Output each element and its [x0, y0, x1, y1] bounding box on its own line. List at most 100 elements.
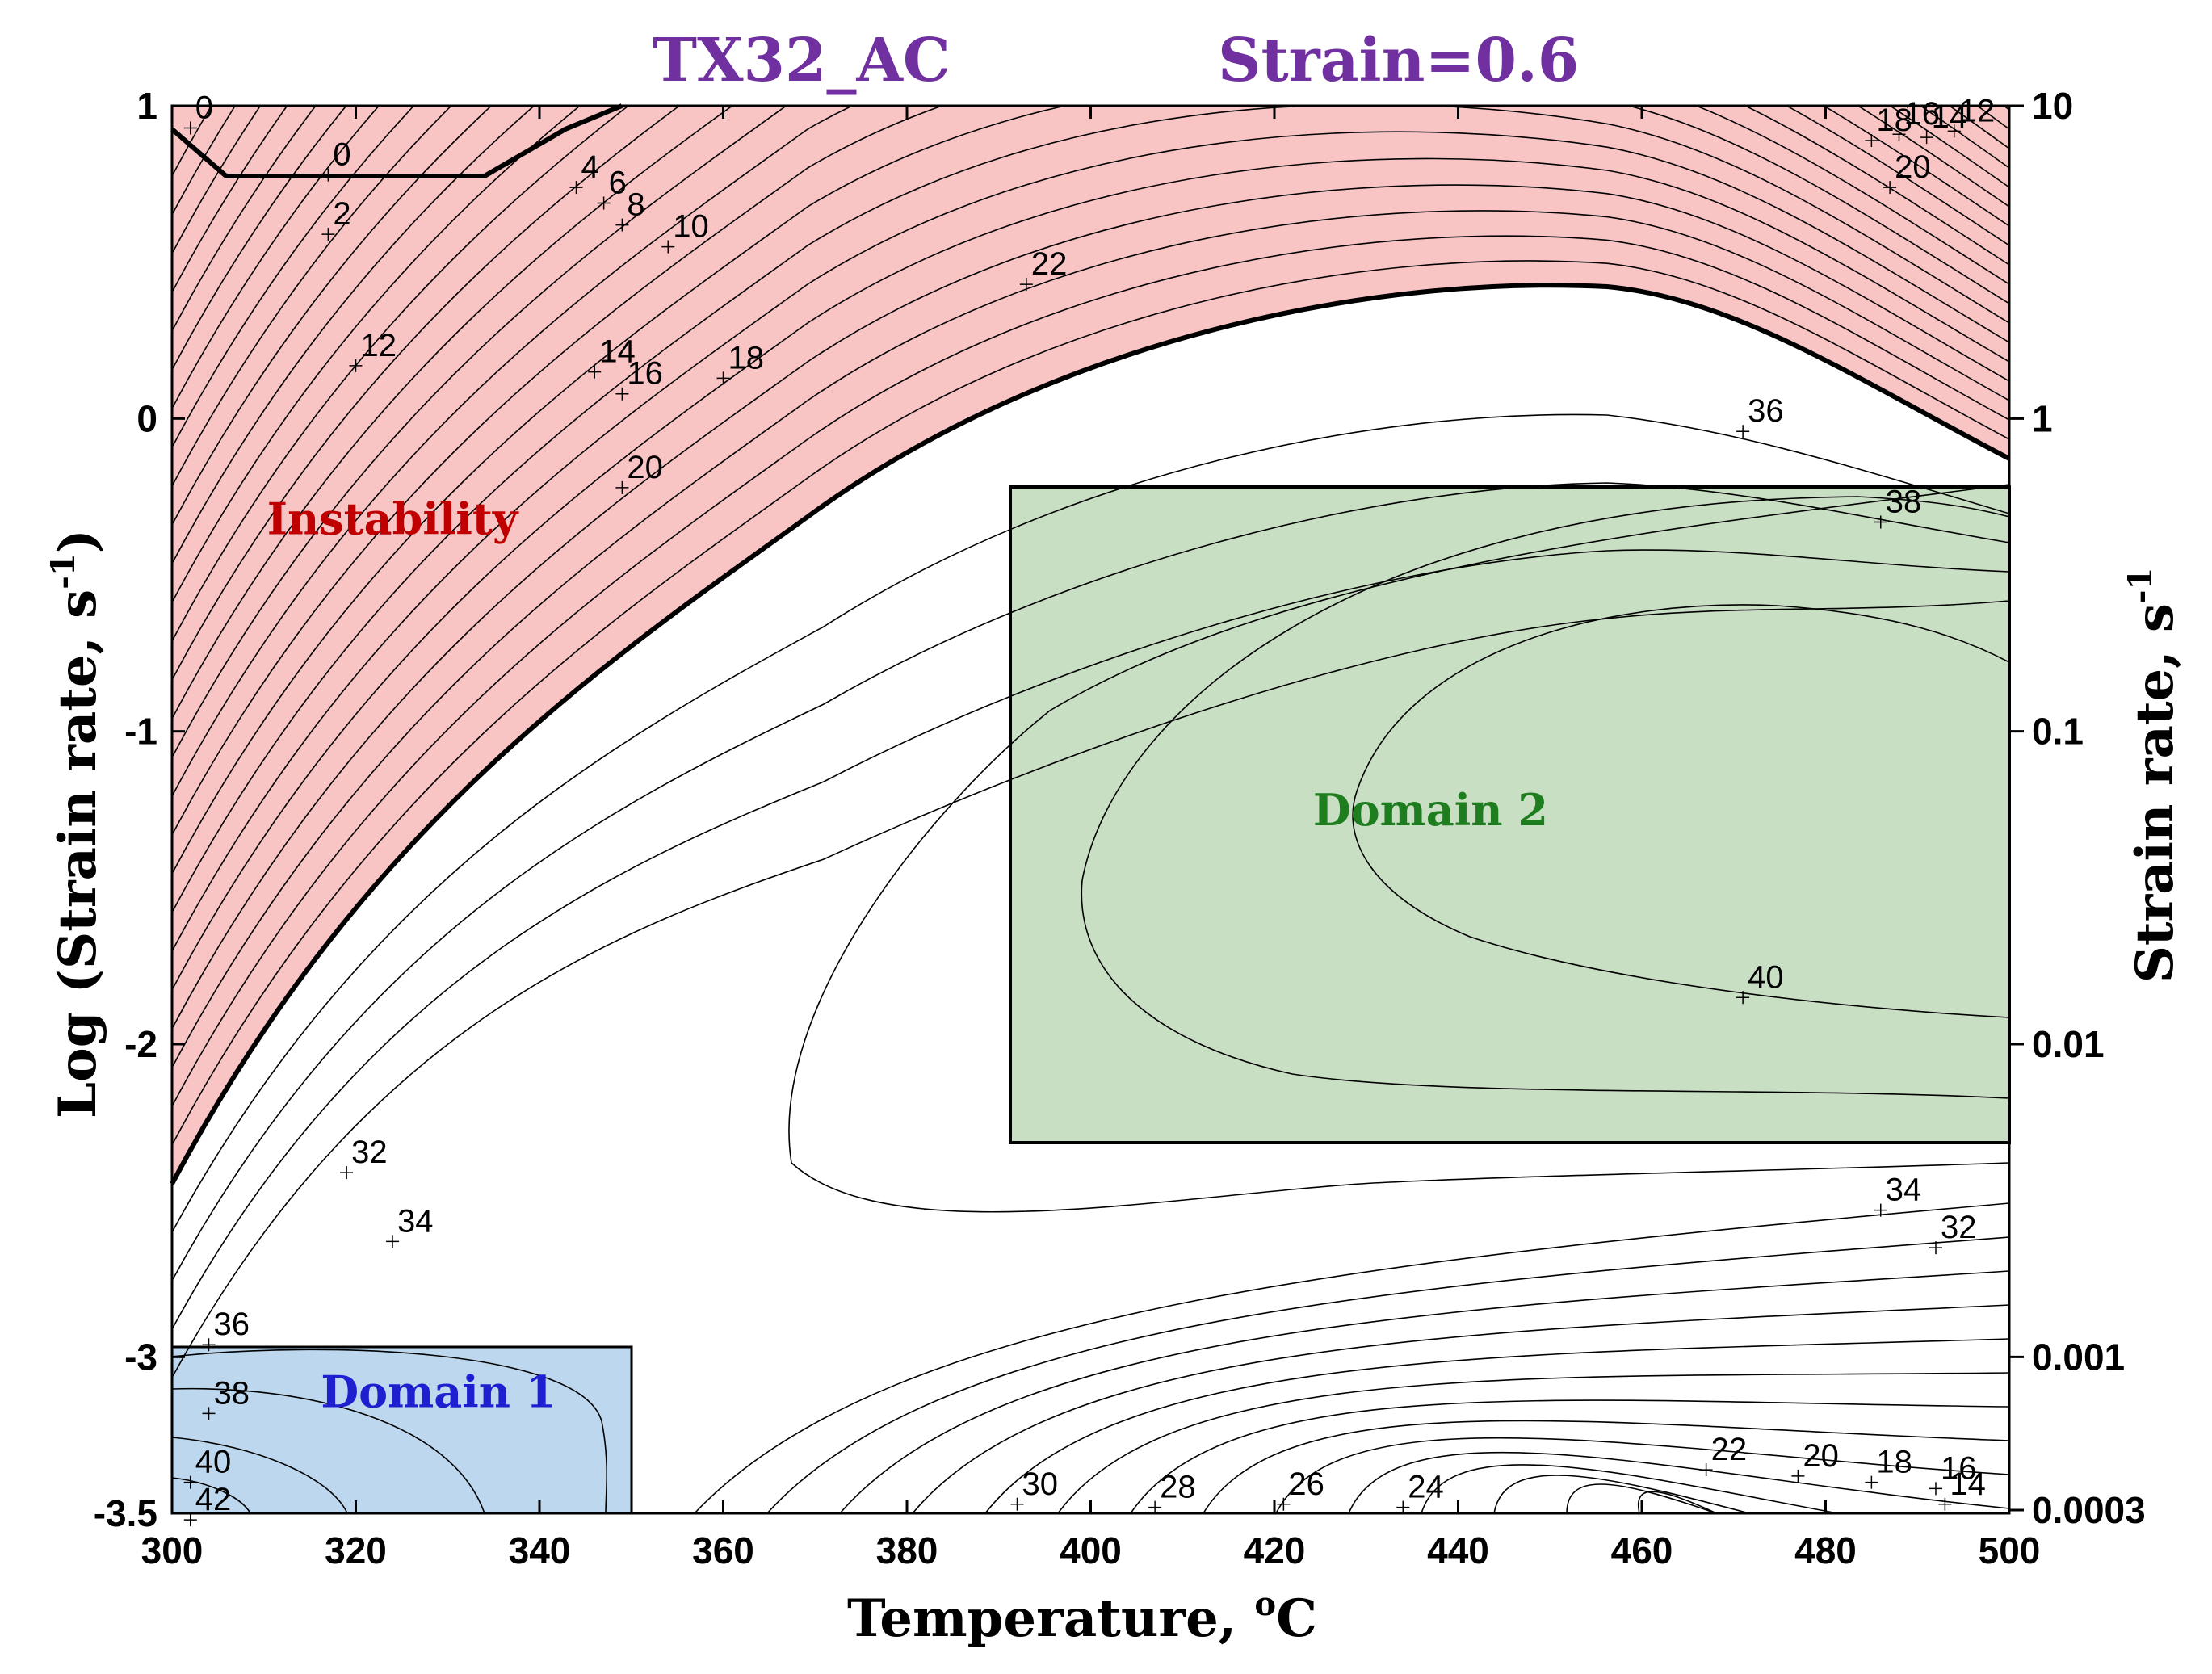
y-tick-label: -3 [124, 1336, 157, 1378]
contour-label-marker [1277, 1497, 1291, 1511]
contour-line [172, 106, 2009, 681]
contour-line [1421, 1464, 1841, 1513]
contour-label: 28 [1160, 1470, 1196, 1505]
contour-label: 8 [627, 187, 644, 223]
x-tick-label: 300 [141, 1529, 204, 1571]
contour-label-marker [386, 1235, 399, 1248]
y-tick-label: 0 [136, 397, 157, 439]
contour-label: 18 [1876, 1445, 1912, 1480]
y-axis-label-end: ) [48, 529, 108, 553]
y2-axis-label-sup: -1 [2122, 568, 2160, 603]
contour-label: 22 [1031, 246, 1068, 282]
contour-line [172, 106, 2009, 526]
contour-label-marker [1396, 1500, 1410, 1514]
y2-tick-label: 0.0003 [2032, 1489, 2146, 1531]
contour-label-marker [1874, 515, 1887, 529]
contour-label: 4 [581, 149, 599, 185]
contour-label: 40 [195, 1445, 232, 1480]
x-tick-label: 480 [1794, 1529, 1857, 1571]
contour-label: 0 [333, 137, 350, 173]
contour-line [766, 1236, 2009, 1513]
contour-line [172, 1349, 608, 1513]
contour-label: 42 [195, 1482, 232, 1517]
contour-label: 14 [1950, 1466, 1986, 1502]
x-axis-label-sup: o [1254, 1585, 1276, 1623]
contour-label: 12 [361, 328, 397, 363]
contour-label: 32 [351, 1135, 388, 1170]
contour-label-marker [615, 218, 629, 232]
contour-label-marker [716, 371, 730, 385]
contour-label: 26 [1288, 1466, 1324, 1502]
contour-label-marker [349, 359, 363, 372]
contour-label-marker [1947, 124, 1961, 138]
contour-label: 20 [627, 450, 663, 485]
y2-tick-label: 0.01 [2032, 1023, 2105, 1065]
contour-label-marker [1010, 1497, 1024, 1511]
contour-label-marker [321, 228, 335, 241]
contour-line [912, 1304, 2009, 1513]
contour-line [1493, 1475, 1752, 1513]
contour-line [1348, 1451, 2009, 1513]
contour-label-marker [202, 1338, 216, 1352]
contour-line [172, 482, 2009, 1282]
contour-label-marker [1865, 1475, 1878, 1489]
contour-label: 0 [195, 90, 213, 125]
contour-line [172, 210, 2009, 1068]
contour-label-marker [321, 168, 335, 182]
x-axis-label: Temperature, oC [847, 1585, 1317, 1649]
contour-label: 38 [214, 1375, 250, 1411]
contour-label: 10 [673, 209, 709, 245]
x-tick-label: 420 [1244, 1529, 1306, 1571]
contour-label: 32 [1941, 1210, 1977, 1245]
contour-line [172, 260, 2009, 1146]
contour-line [172, 106, 2009, 564]
contour-line [172, 106, 2009, 758]
contour-label: 2 [333, 196, 350, 232]
contour-label-marker [1148, 1500, 1162, 1514]
contour-label-marker [1736, 425, 1750, 438]
y2-tick-label: 0.001 [2032, 1336, 2125, 1378]
contour-line [172, 600, 2009, 1378]
contour-label-marker [1019, 278, 1033, 292]
instability-boundary-top [170, 103, 623, 178]
x-tick-label: 400 [1060, 1529, 1122, 1571]
contour-label: 20 [1803, 1438, 1839, 1474]
contour-label-marker [1883, 181, 1897, 195]
x-tick-label: 320 [325, 1529, 387, 1571]
contour-label: 18 [728, 340, 765, 375]
contour-label: 34 [1886, 1173, 1922, 1208]
contour-line [172, 106, 2009, 487]
contour-label: 34 [397, 1203, 434, 1239]
contour-line [172, 106, 2009, 875]
y-tick-label: 1 [136, 85, 157, 127]
x-tick-label: 380 [876, 1529, 938, 1571]
contour-line [1057, 1372, 2009, 1513]
y2-axis-label: Strain rate, s-1 [2122, 568, 2185, 984]
contour-label: 36 [1748, 393, 1784, 429]
x-tick-label: 340 [509, 1529, 571, 1571]
contour-line [1081, 496, 2009, 1099]
contour-line [172, 235, 2009, 1107]
domain-2-label: Domain 2 [1313, 784, 1548, 836]
contour-label: 16 [1904, 96, 1941, 132]
y2-tick-label: 0.1 [2032, 711, 2084, 753]
contour-label-marker [615, 387, 629, 401]
y-axis-label: Log (Strain rate, s-1) [44, 529, 108, 1118]
contour-label: 16 [627, 356, 663, 392]
contour-label-marker [1791, 1469, 1805, 1483]
contour-lines [172, 106, 2009, 1513]
contour-label-marker [183, 1513, 197, 1527]
contour-label-marker [1938, 1497, 1952, 1511]
contour-label-marker [1865, 133, 1878, 147]
contour-line [172, 157, 2009, 991]
domain-1-label: Domain 1 [321, 1366, 556, 1417]
title-strain: Strain=0.6 [1218, 26, 1579, 95]
contour-label-marker [1929, 1482, 1942, 1496]
contour-label: 14 [599, 334, 636, 370]
contour-line [1203, 1420, 2009, 1513]
contour-line [1352, 604, 2009, 1018]
contour-line [788, 484, 2009, 1213]
x-tick-label: 500 [1979, 1529, 2041, 1571]
x-axis-ticks: 300 320 340 360 380 400 420 440 460 480 500 [141, 106, 2041, 1571]
